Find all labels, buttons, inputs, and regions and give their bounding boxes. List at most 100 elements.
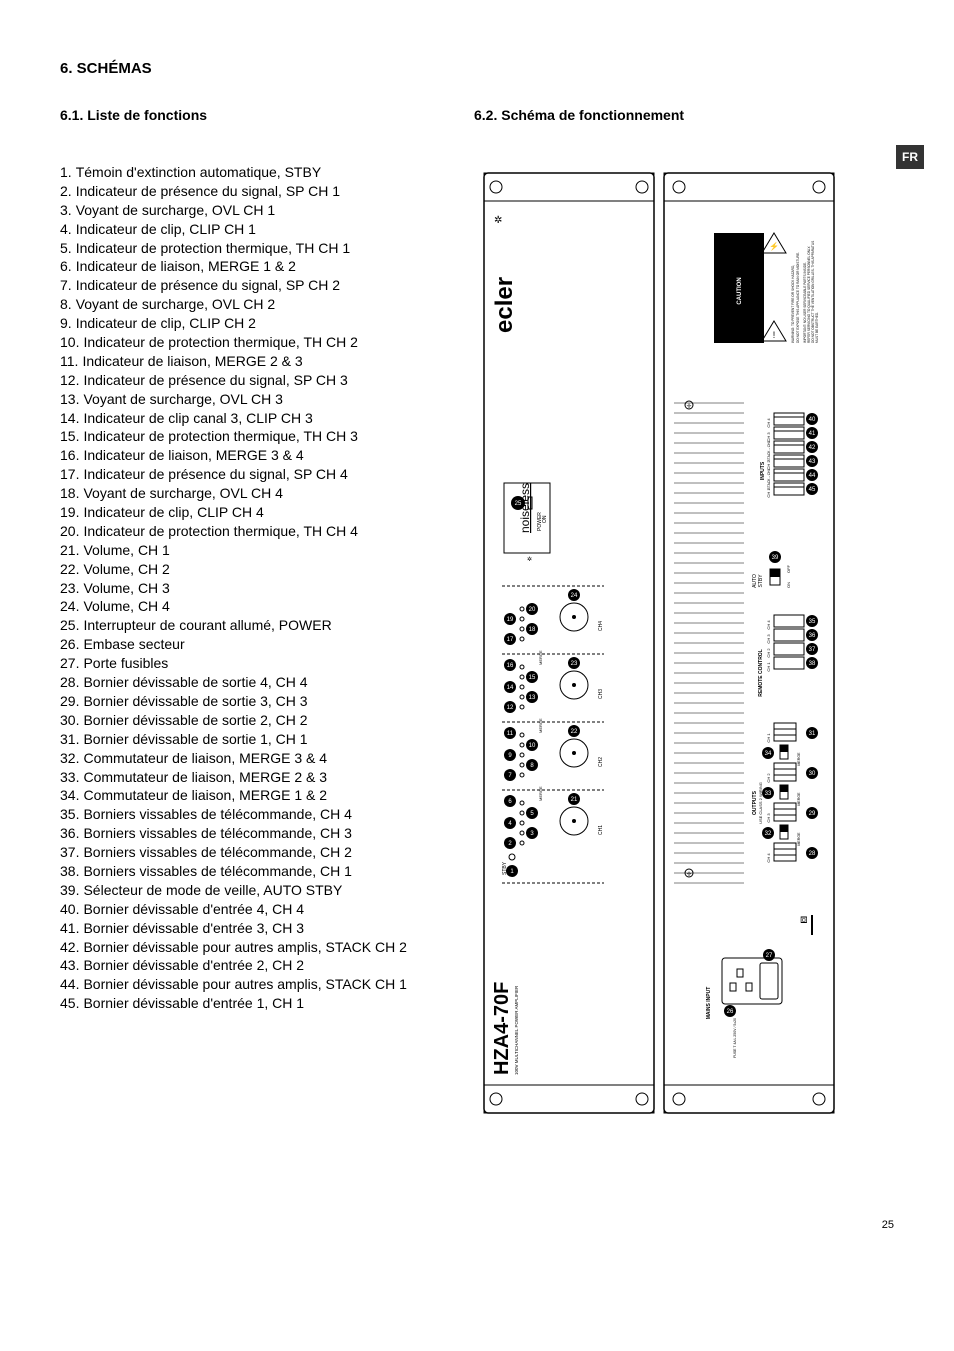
function-list-item: 14.Indicateur de clip canal 3, CLIP CH 3 <box>60 409 450 428</box>
function-text: Bornier dévissable pour autres amplis, S… <box>83 975 450 994</box>
svg-text:38: 38 <box>809 661 816 667</box>
svg-text:MERGE: MERGE <box>538 650 543 665</box>
language-badge: FR <box>896 145 924 169</box>
svg-text:FUSE T 4A L 250V / 5x20: FUSE T 4A L 250V / 5x20 <box>733 1018 737 1058</box>
function-list-item: 37.Borniers vissables de télécommande, C… <box>60 843 450 862</box>
svg-text:19: 19 <box>507 617 514 623</box>
function-text: Indicateur de liaison, MERGE 3 & 4 <box>83 446 450 465</box>
function-list-item: 40.Bornier dévissable d'entrée 4, CH 4 <box>60 900 450 919</box>
sub-title-left: 6.1. Liste de fonctions <box>60 107 450 123</box>
function-list-item: 24.Volume, CH 4 <box>60 597 450 616</box>
svg-text:37: 37 <box>809 647 816 653</box>
svg-text:33: 33 <box>765 791 772 797</box>
svg-text:36: 36 <box>809 633 816 639</box>
function-number: 18. <box>60 484 79 503</box>
svg-text:39: 39 <box>772 555 779 561</box>
function-number: 5. <box>60 239 72 258</box>
function-list-item: 7.Indicateur de présence du signal, SP C… <box>60 276 450 295</box>
function-list-item: 6.Indicateur de liaison, MERGE 1 & 2 <box>60 257 450 276</box>
svg-text:12: 12 <box>507 705 514 711</box>
svg-text:ON: ON <box>786 582 791 588</box>
svg-text:CH 4: CH 4 <box>766 853 771 863</box>
function-list-item: 3.Voyant de surcharge, OVL CH 1 <box>60 201 450 220</box>
function-list-item: 42.Bornier dévissable pour autres amplis… <box>60 938 450 957</box>
function-list-item: 10.Indicateur de protection thermique, T… <box>60 333 450 352</box>
function-list-item: 9.Indicateur de clip, CLIP CH 2 <box>60 314 450 333</box>
svg-text:CH 2: CH 2 <box>766 648 771 658</box>
function-number: 14. <box>60 409 79 428</box>
function-number: 30. <box>60 711 79 730</box>
function-text: Bornier dévissable de sortie 2, CH 2 <box>83 711 450 730</box>
function-number: 6. <box>60 257 72 276</box>
function-text: Voyant de surcharge, OVL CH 1 <box>76 201 450 220</box>
function-list-item: 25.Interrupteur de courant allumé, POWER <box>60 616 450 635</box>
function-text: Bornier dévissable de sortie 4, CH 4 <box>83 673 450 692</box>
svg-text:✛: ✛ <box>686 403 691 410</box>
function-number: 4. <box>60 220 72 239</box>
function-number: 1. <box>60 163 72 182</box>
function-list-item: 39.Sélecteur de mode de veille, AUTO STB… <box>60 881 450 900</box>
function-text: Bornier dévissable d'entrée 4, CH 4 <box>83 900 450 919</box>
function-number: 38. <box>60 862 79 881</box>
function-number: 35. <box>60 805 79 824</box>
function-number: 24. <box>60 597 79 616</box>
function-list-item: 18.Voyant de surcharge, OVL CH 4 <box>60 484 450 503</box>
svg-text:23: 23 <box>571 661 578 667</box>
svg-text:21: 21 <box>571 797 578 803</box>
svg-text:DO NOT EXPOSE THIS APPLIANCE T: DO NOT EXPOSE THIS APPLIANCE TO RAIN OR … <box>796 252 800 343</box>
function-list-item: 41.Bornier dévissable d'entrée 3, CH 3 <box>60 919 450 938</box>
svg-text:42: 42 <box>809 445 816 451</box>
function-text: Commutateur de liaison, MERGE 3 & 4 <box>83 749 450 768</box>
function-list-item: 19.Indicateur de clip, CLIP CH 4 <box>60 503 450 522</box>
svg-text:✲: ✲ <box>527 556 532 563</box>
section-title: 6. SCHÉMAS <box>60 60 894 77</box>
svg-text:STBY: STBY <box>758 574 764 588</box>
function-text: Indicateur de liaison, MERGE 2 & 3 <box>82 352 450 371</box>
svg-text:40: 40 <box>809 417 816 423</box>
function-text: Bornier dévissable d'entrée 2, CH 2 <box>83 956 450 975</box>
function-number: 32. <box>60 749 79 768</box>
function-text: Porte fusibles <box>83 654 450 673</box>
function-number: 45. <box>60 994 79 1013</box>
function-list-item: 34.Commutateur de liaison, MERGE 1 & 2 <box>60 786 450 805</box>
function-number: 10. <box>60 333 79 352</box>
svg-text:MERGE: MERGE <box>538 786 543 801</box>
function-number: 39. <box>60 881 79 900</box>
svg-text:22: 22 <box>571 729 578 735</box>
function-text: Indicateur de clip, CLIP CH 1 <box>76 220 450 239</box>
function-text: Bornier dévissable de sortie 3, CH 3 <box>83 692 450 711</box>
function-number: 37. <box>60 843 79 862</box>
function-number: 19. <box>60 503 79 522</box>
function-list-item: 43.Bornier dévissable d'entrée 2, CH 2 <box>60 956 450 975</box>
svg-text:43: 43 <box>809 459 816 465</box>
function-list-item: 16.Indicateur de liaison, MERGE 3 & 4 <box>60 446 450 465</box>
svg-text:CH2: CH2 <box>598 757 604 767</box>
page-number: 25 <box>882 1219 894 1231</box>
svg-text:STACK→CH1: STACK→CH1 <box>767 469 771 490</box>
svg-text:MAINS INPUT: MAINS INPUT <box>706 987 712 1020</box>
function-number: 33. <box>60 768 79 787</box>
svg-text:CH1: CH1 <box>598 825 604 835</box>
function-number: 36. <box>60 824 79 843</box>
function-text: Volume, CH 3 <box>83 579 450 598</box>
function-number: 26. <box>60 635 79 654</box>
svg-text:ecler: ecler <box>491 277 518 333</box>
sub-title-right: 6.2. Schéma de fonctionnement <box>474 107 894 123</box>
function-number: 9. <box>60 314 72 333</box>
function-number: 31. <box>60 730 79 749</box>
svg-text:31: 31 <box>809 731 816 737</box>
function-list-item: 13.Voyant de surcharge, OVL CH 3 <box>60 390 450 409</box>
function-text: Volume, CH 4 <box>83 597 450 616</box>
function-text: Borniers vissables de télécommande, CH 2 <box>83 843 450 862</box>
function-list: 1.Témoin d'extinction automatique, STBY 2… <box>60 163 450 1013</box>
function-number: 34. <box>60 786 79 805</box>
svg-text:CH3: CH3 <box>598 689 604 699</box>
function-text: Indicateur de protection thermique, TH C… <box>83 427 450 446</box>
svg-text:30: 30 <box>809 771 816 777</box>
function-text: Indicateur de liaison, MERGE 1 & 2 <box>76 257 450 276</box>
function-text: Témoin d'extinction automatique, STBY <box>76 163 450 182</box>
function-number: 23. <box>60 579 79 598</box>
function-text: Indicateur de clip canal 3, CLIP CH 3 <box>83 409 450 428</box>
svg-text:STACK→CH2: STACK→CH2 <box>767 441 771 462</box>
svg-text:MUST BE EARTHED.: MUST BE EARTHED. <box>815 312 819 343</box>
